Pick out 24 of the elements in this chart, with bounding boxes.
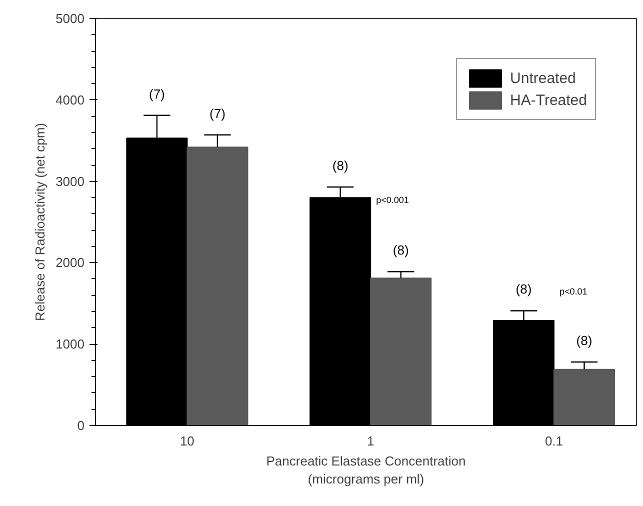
x-tick-label: 1 (366, 434, 374, 448)
annotation: p<0.001 (376, 195, 409, 205)
annotation: (7) (148, 86, 165, 102)
y-axis-title: Release of Radioactivity (net cpm) (32, 123, 48, 321)
annotation: (8) (332, 158, 348, 173)
y-tick-label: 3000 (56, 174, 84, 189)
legend-label: HA-Treated (510, 92, 587, 108)
bar (553, 368, 615, 426)
y-tick-label: 1000 (56, 336, 84, 352)
annotation: (7) (210, 106, 226, 121)
legend-label: Untreated (510, 70, 576, 86)
annotation: (8) (392, 242, 409, 258)
annotation: (8) (516, 282, 532, 297)
y-tick-label: 4000 (56, 92, 84, 108)
annotation: (8) (576, 333, 592, 348)
annotation: p<0.01 (559, 286, 588, 297)
x-tick-label: 0.1 (544, 434, 564, 448)
x-axis-title: Pancreatic Elastase Concentration (micrograms per ml) (266, 454, 466, 486)
x-tick-label: 10 (180, 434, 194, 448)
bar (370, 278, 432, 426)
y-tick-label: 0 (77, 418, 85, 433)
bar (186, 146, 248, 426)
y-tick-label: 2000 (56, 255, 84, 270)
y-tick-label: 5000 (56, 11, 84, 26)
